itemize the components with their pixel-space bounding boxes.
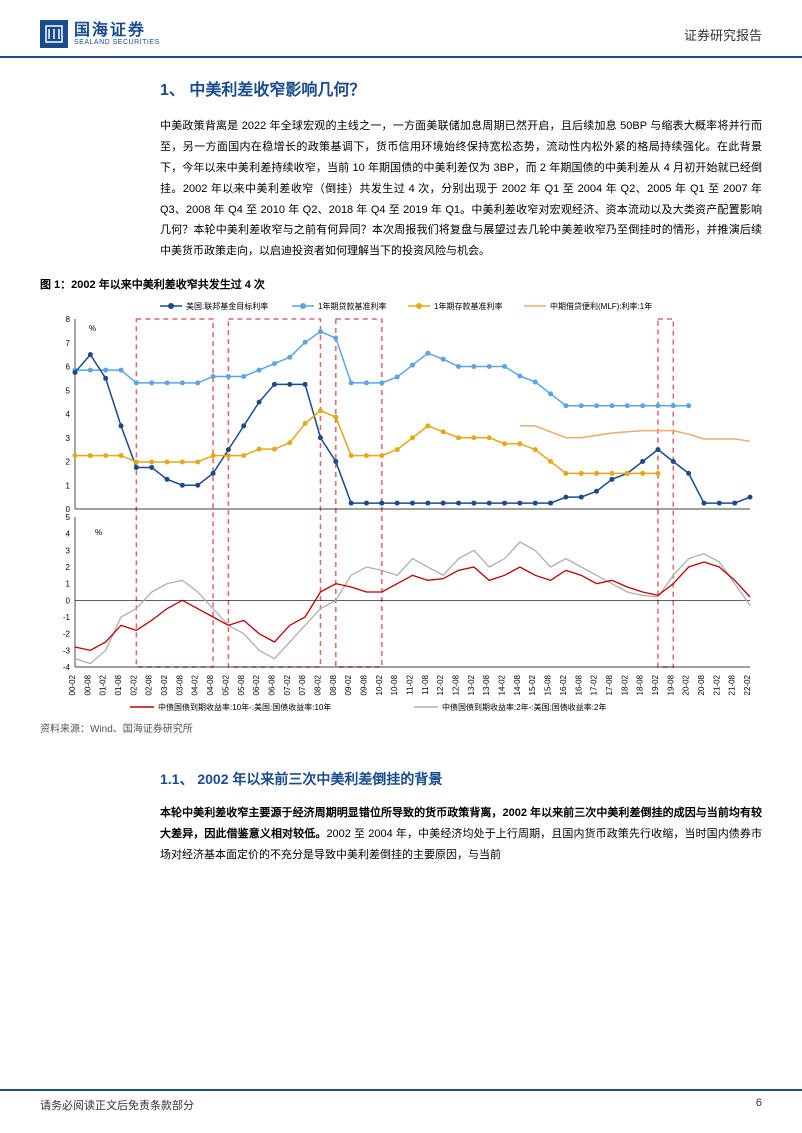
svg-text:13-02: 13-02 xyxy=(467,675,476,696)
svg-text:3: 3 xyxy=(66,547,71,556)
svg-text:03-02: 03-02 xyxy=(160,675,169,696)
svg-text:02-08: 02-08 xyxy=(145,675,154,696)
svg-text:2: 2 xyxy=(66,458,71,467)
svg-text:22-02: 22-02 xyxy=(743,675,752,696)
svg-text:05-02: 05-02 xyxy=(221,675,230,696)
svg-text:美国:联邦基金目标利率: 美国:联邦基金目标利率 xyxy=(186,301,268,311)
figure-source: 资料来源：Wind、国海证券研究所 xyxy=(40,720,762,735)
svg-text:18-02: 18-02 xyxy=(620,675,629,696)
svg-text:06-02: 06-02 xyxy=(252,675,261,696)
svg-text:17-02: 17-02 xyxy=(590,675,599,696)
svg-text:中期借贷便利(MLF):利率:1年: 中期借贷便利(MLF):利率:1年 xyxy=(550,301,652,311)
svg-text:04-08: 04-08 xyxy=(206,675,215,696)
svg-text:01-02: 01-02 xyxy=(99,675,108,696)
svg-text:05-08: 05-08 xyxy=(237,675,246,696)
svg-text:10-02: 10-02 xyxy=(375,675,384,696)
svg-text:20-02: 20-02 xyxy=(682,675,691,696)
svg-text:07-02: 07-02 xyxy=(283,675,292,696)
svg-text:中债国债到期收益率:2年-:美国:国债收益率:2年: 中债国债到期收益率:2年-:美国:国债收益率:2年 xyxy=(442,702,606,712)
svg-text:12-02: 12-02 xyxy=(436,675,445,696)
svg-text:5: 5 xyxy=(66,513,71,522)
svg-text:%: % xyxy=(95,528,102,537)
svg-text:2: 2 xyxy=(66,563,71,572)
svg-text:21-08: 21-08 xyxy=(728,675,737,696)
svg-text:18-08: 18-08 xyxy=(636,675,645,696)
svg-text:02-02: 02-02 xyxy=(129,675,138,696)
svg-text:19-02: 19-02 xyxy=(651,675,660,696)
svg-text:15-08: 15-08 xyxy=(544,675,553,696)
section-1-1-title: 1.1、 2002 年以来前三次中美利差倒挂的背景 xyxy=(160,769,762,789)
svg-text:13-08: 13-08 xyxy=(482,675,491,696)
svg-text:-4: -4 xyxy=(63,663,71,672)
svg-text:16-02: 16-02 xyxy=(559,675,568,696)
header-doc-type: 证券研究报告 xyxy=(684,25,762,44)
svg-text:01-08: 01-08 xyxy=(114,675,123,696)
svg-text:04-02: 04-02 xyxy=(191,675,200,696)
svg-text:17-08: 17-08 xyxy=(605,675,614,696)
svg-text:15-02: 15-02 xyxy=(528,675,537,696)
svg-text:6: 6 xyxy=(66,363,71,372)
svg-text:00-02: 00-02 xyxy=(68,675,77,696)
svg-text:3: 3 xyxy=(66,434,71,443)
svg-text:00-08: 00-08 xyxy=(83,675,92,696)
svg-text:06-08: 06-08 xyxy=(267,675,276,696)
svg-text:-3: -3 xyxy=(63,647,71,656)
section-1-para: 中美政策背离是 2022 年全球宏观的主线之一，一方面美联储加息周期已然开启，且… xyxy=(160,116,762,262)
svg-text:%: % xyxy=(89,324,96,333)
svg-text:19-08: 19-08 xyxy=(666,675,675,696)
svg-text:1年期贷款基准利率: 1年期贷款基准利率 xyxy=(318,301,386,311)
svg-text:11-02: 11-02 xyxy=(406,675,415,695)
section-1-title: 1、 中美利差收窄影响几何？ xyxy=(160,76,762,100)
svg-text:07-08: 07-08 xyxy=(298,675,307,696)
svg-text:16-08: 16-08 xyxy=(574,675,583,696)
svg-text:09-08: 09-08 xyxy=(359,675,368,696)
svg-text:-1: -1 xyxy=(63,613,71,622)
svg-text:7: 7 xyxy=(66,339,71,348)
footer-disclaimer: 请务必阅读正文后免责条款部分 xyxy=(40,1097,194,1113)
svg-text:8: 8 xyxy=(66,315,71,324)
svg-text:4: 4 xyxy=(66,410,71,419)
logo-cn: 国海证券 xyxy=(74,23,160,39)
svg-text:09-02: 09-02 xyxy=(344,675,353,696)
logo-en: SEALAND SECURITIES xyxy=(74,39,160,46)
svg-text:08-08: 08-08 xyxy=(329,675,338,696)
svg-text:20-08: 20-08 xyxy=(697,675,706,696)
svg-text:-2: -2 xyxy=(63,630,71,639)
figure-chart: 美国:联邦基金目标利率 1年期贷款基准利率 1年期存款基准利率 中期借贷便利(MLF)… xyxy=(40,296,760,716)
svg-text:14-08: 14-08 xyxy=(513,675,522,696)
svg-text:1: 1 xyxy=(66,580,71,589)
svg-text:03-08: 03-08 xyxy=(175,675,184,696)
section-1-1-para: 本轮中美利差收窄主要源于经济周期明显错位所导致的货币政策背离，2002 年以来前… xyxy=(160,803,762,866)
svg-text:中债国债到期收益率:10年-:美国:国债收益率:10年: 中债国债到期收益率:10年-:美国:国债收益率:10年 xyxy=(158,702,331,712)
svg-text:1年期存款基准利率: 1年期存款基准利率 xyxy=(434,301,502,311)
svg-text:11-08: 11-08 xyxy=(421,675,430,695)
svg-text:21-02: 21-02 xyxy=(712,675,721,696)
page-number: 6 xyxy=(756,1097,762,1113)
svg-text:0: 0 xyxy=(66,597,71,606)
svg-text:4: 4 xyxy=(66,530,71,539)
figure-caption: 图 1：2002 年以来中美利差收窄共发生过 4 次 xyxy=(40,276,762,292)
svg-text:14-02: 14-02 xyxy=(498,675,507,696)
svg-text:08-02: 08-02 xyxy=(313,675,322,696)
logo-mark-icon xyxy=(40,20,68,48)
svg-text:12-08: 12-08 xyxy=(452,675,461,696)
logo: 国海证券 SEALAND SECURITIES xyxy=(40,20,160,48)
svg-text:1: 1 xyxy=(66,481,71,490)
svg-text:10-08: 10-08 xyxy=(390,675,399,696)
svg-text:5: 5 xyxy=(66,386,71,395)
